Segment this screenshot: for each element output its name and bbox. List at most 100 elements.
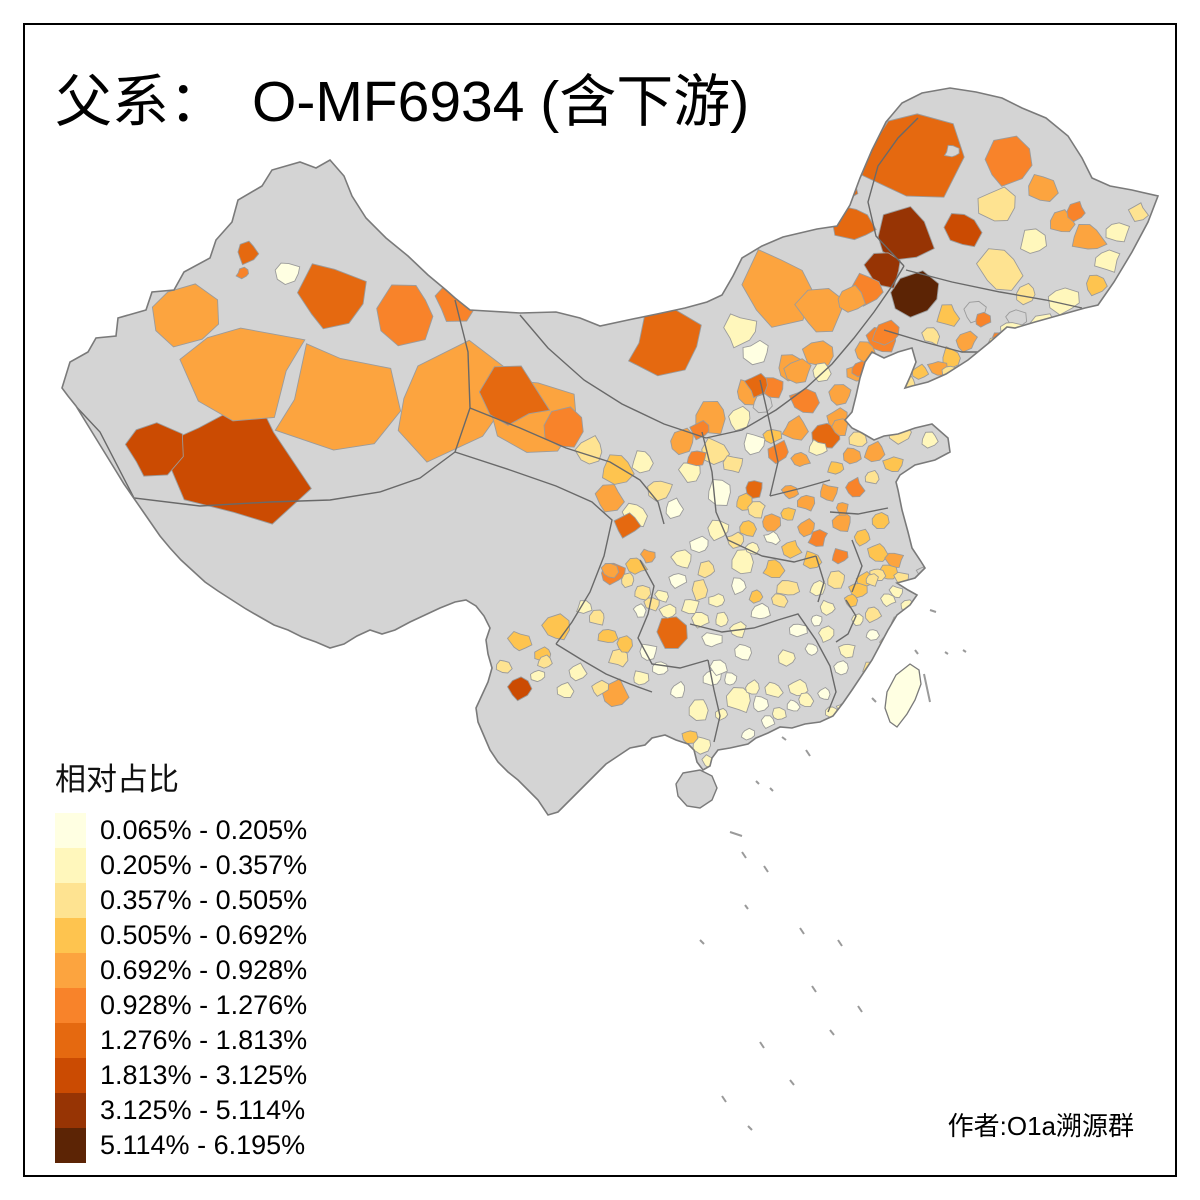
prefecture-cell bbox=[921, 327, 941, 346]
prefecture-cell bbox=[741, 249, 814, 328]
prefecture-cell bbox=[871, 512, 890, 529]
prefecture-cell bbox=[237, 240, 260, 266]
prefecture-cell bbox=[1071, 224, 1108, 250]
legend-color-swatch bbox=[55, 813, 86, 848]
prefecture-cell bbox=[820, 482, 839, 502]
prefecture-cell bbox=[740, 727, 756, 741]
province-border bbox=[905, 269, 1083, 309]
small-island bbox=[829, 1029, 835, 1036]
province-border bbox=[689, 619, 779, 633]
prefecture-cell bbox=[786, 699, 801, 712]
small-island bbox=[837, 939, 843, 947]
prefecture-cell bbox=[798, 692, 815, 708]
legend-color-swatch bbox=[55, 918, 86, 953]
province-border bbox=[777, 613, 817, 641]
prefecture-cell bbox=[627, 308, 702, 377]
province-borders-layer bbox=[69, 117, 1083, 743]
prefecture-cell bbox=[760, 715, 776, 729]
prefecture-cell bbox=[658, 603, 677, 619]
prefecture-cell bbox=[762, 559, 786, 579]
prefecture-cell bbox=[864, 469, 880, 485]
legend-bin-label: 0.205% - 0.357% bbox=[100, 850, 308, 880]
prefecture-cell bbox=[632, 603, 647, 618]
prefecture-cell bbox=[984, 135, 1033, 187]
prefecture-cell bbox=[697, 560, 716, 579]
prefecture-cell bbox=[888, 585, 904, 599]
small-island bbox=[923, 673, 931, 703]
title-haplogroup: O-MF6934 (含下游) bbox=[252, 70, 750, 134]
prefecture-cell bbox=[762, 513, 782, 532]
plot-border-frame bbox=[23, 23, 1177, 1177]
prefecture-cell bbox=[828, 384, 852, 406]
small-island bbox=[759, 1041, 765, 1049]
prefecture-cell bbox=[936, 304, 961, 327]
prefecture-cell bbox=[748, 589, 764, 604]
small-island bbox=[721, 1095, 727, 1103]
legend-color-swatch bbox=[55, 988, 86, 1023]
prefecture-cell bbox=[668, 573, 688, 589]
legend-color-swatch bbox=[55, 1058, 86, 1093]
prefecture-cell bbox=[701, 632, 723, 648]
prefecture-cell bbox=[771, 593, 789, 608]
prefecture-cell bbox=[235, 266, 249, 280]
prefecture-cell bbox=[715, 611, 729, 628]
prefecture-cell bbox=[597, 629, 619, 643]
prefecture-cell bbox=[731, 577, 747, 596]
province-border bbox=[705, 265, 905, 439]
prefecture-cell bbox=[871, 319, 900, 346]
legend-row: 0.205% - 0.357% bbox=[55, 848, 307, 883]
prefecture-cell bbox=[831, 547, 849, 565]
prefecture-cell bbox=[777, 649, 796, 667]
legend-color-swatch bbox=[55, 1128, 86, 1163]
legend-rows: 0.065% - 0.205% 0.205% - 0.357% 0.357% - 0… bbox=[55, 813, 307, 1163]
prefecture-cell bbox=[621, 572, 635, 589]
prefecture-cell bbox=[631, 450, 654, 474]
prefecture-cell bbox=[866, 543, 890, 562]
small-island bbox=[944, 651, 949, 655]
prefecture-cell bbox=[752, 393, 773, 414]
prefecture-cell bbox=[747, 501, 766, 519]
prefecture-cell bbox=[724, 672, 738, 686]
small-island bbox=[747, 1125, 753, 1131]
prefecture-cell bbox=[1019, 228, 1047, 254]
prefecture-cell bbox=[543, 406, 584, 448]
prefecture-cell bbox=[1066, 200, 1086, 223]
small-island bbox=[744, 904, 749, 910]
legend-color-swatch bbox=[55, 1093, 86, 1128]
prefecture-cell bbox=[884, 552, 905, 568]
legend-bin-label: 0.928% - 1.276% bbox=[100, 990, 308, 1020]
prefecture-cell bbox=[633, 670, 650, 686]
province-border bbox=[555, 643, 653, 693]
prefecture-cell bbox=[808, 438, 828, 456]
prefecture-cell bbox=[728, 405, 751, 432]
prefecture-cell bbox=[656, 616, 688, 649]
province-border bbox=[851, 539, 863, 593]
prefecture-cell bbox=[506, 676, 533, 702]
prefecture-cell bbox=[376, 284, 434, 347]
small-island bbox=[755, 780, 760, 785]
prefecture-cell bbox=[670, 549, 692, 569]
prefecture-cell bbox=[478, 365, 551, 426]
small-island bbox=[699, 939, 705, 945]
legend-bin-label: 0.357% - 0.505% bbox=[100, 885, 308, 915]
prefecture-cell bbox=[890, 270, 940, 318]
prefecture-cell bbox=[588, 609, 605, 626]
prefecture-cell bbox=[734, 643, 752, 661]
prefecture-cell bbox=[880, 593, 897, 608]
prefecture-cell bbox=[723, 313, 758, 349]
legend-bin-label: 1.276% - 1.813% bbox=[100, 1025, 308, 1055]
prefecture-cell bbox=[634, 585, 652, 601]
country-outline bbox=[61, 87, 1160, 816]
prefecture-cell bbox=[739, 520, 757, 537]
small-island bbox=[962, 649, 967, 653]
hainan-island bbox=[675, 769, 718, 809]
prefecture-cell bbox=[397, 339, 509, 463]
prefecture-cell bbox=[681, 730, 699, 745]
prefecture-cell bbox=[807, 529, 829, 547]
province-border bbox=[835, 599, 857, 643]
prefecture-cell bbox=[691, 579, 709, 602]
prefecture-cell bbox=[776, 580, 801, 596]
legend-color-swatch bbox=[55, 883, 86, 918]
legend: 相对占比 0.065% - 0.205% 0.205% - 0.357% 0.357… bbox=[55, 754, 307, 1163]
legend-row: 0.505% - 0.692% bbox=[55, 918, 307, 953]
